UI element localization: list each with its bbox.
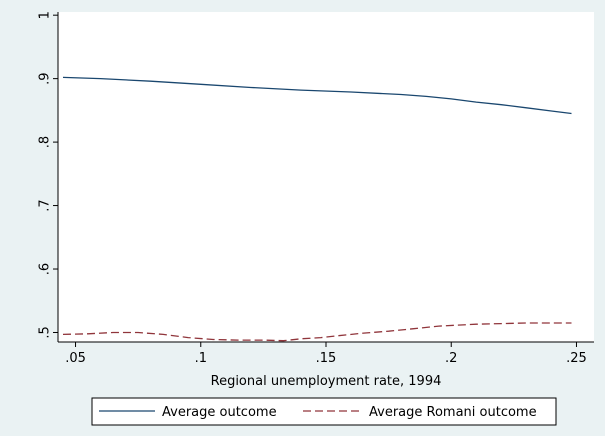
series-layer: [62, 76, 572, 342]
x-tick-label: .2: [445, 351, 457, 366]
y-tick-label: .6: [38, 263, 53, 275]
y-tick-label: .5: [38, 326, 53, 338]
x-tick-label: .15: [316, 351, 337, 366]
legend-label: Average outcome: [162, 405, 277, 420]
x-tick-label: .1: [195, 351, 207, 366]
y-tick-label: .9: [38, 72, 53, 84]
legend-label: Average Romani outcome: [369, 405, 537, 420]
legend-box: [91, 397, 557, 426]
series-line-1: [62, 76, 572, 115]
x-tick-label: .05: [65, 351, 86, 366]
y-axis: .5 .6 .7 .8 .9 1: [38, 11, 59, 342]
x-axis-title: Regional unemployment rate, 1994: [211, 374, 442, 389]
y-tick-label: .7: [38, 199, 53, 211]
legend: Average outcome Average Romani outcome: [91, 397, 557, 426]
y-tick-label: .8: [38, 136, 53, 148]
series-line-2: [62, 322, 572, 342]
x-axis: .05 .1 .15 .2 .25: [58, 341, 594, 366]
plot-area: [58, 12, 594, 342]
y-tick-label: 1: [38, 11, 53, 19]
x-tick-label: .25: [566, 351, 587, 366]
